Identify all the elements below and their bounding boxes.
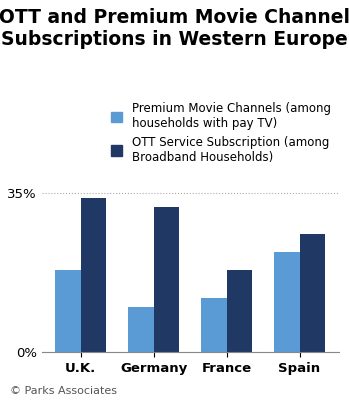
Bar [154, 207, 179, 352]
Bar [55, 270, 81, 352]
Bar [274, 252, 299, 352]
Legend: Premium Movie Channels (among
households with pay TV), OTT Service Subscription : Premium Movie Channels (among households… [111, 102, 331, 164]
Text: OTT and Premium Movie Channel
Subscriptions in Western Europe: OTT and Premium Movie Channel Subscripti… [0, 8, 349, 49]
Bar [201, 298, 227, 352]
Bar [128, 306, 154, 352]
Bar [81, 198, 106, 352]
Bar [299, 234, 325, 352]
Text: © Parks Associates: © Parks Associates [10, 386, 118, 396]
Bar [227, 270, 252, 352]
